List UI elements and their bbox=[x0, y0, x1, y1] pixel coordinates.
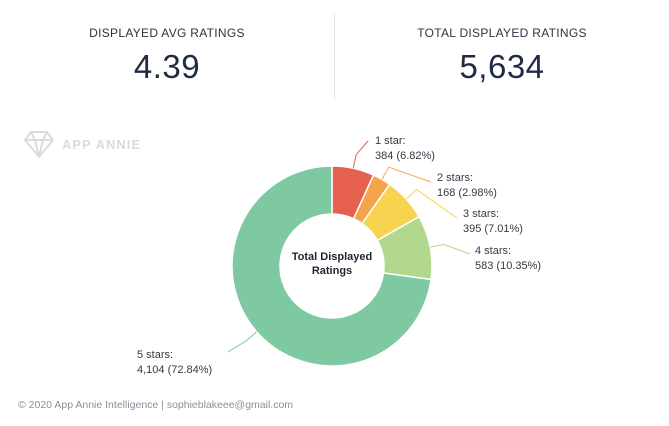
slice-label-value-4: 583 (10.35%) bbox=[475, 260, 541, 272]
slice-label-value-1: 384 (6.82%) bbox=[375, 150, 435, 162]
total-ratings-label: TOTAL DISPLAYED RATINGS bbox=[417, 26, 587, 40]
center-label-line-2: Ratings bbox=[312, 265, 352, 277]
watermark-text: APP ANNIE bbox=[62, 136, 142, 152]
diamond-logo-icon bbox=[24, 131, 54, 158]
avg-ratings-label: DISPLAYED AVG RATINGS bbox=[89, 26, 245, 40]
slice-label-value-5: 4,104 (72.84%) bbox=[137, 364, 212, 376]
slice-label-name-5: 5 stars: bbox=[137, 349, 173, 361]
leader-line-5 bbox=[227, 331, 257, 353]
avg-ratings-value: 4.39 bbox=[133, 48, 201, 85]
kpi-divider bbox=[334, 14, 335, 100]
slice-label-name-1: 1 star: bbox=[375, 135, 406, 147]
total-ratings-kpi: TOTAL DISPLAYED RATINGS 5,634 bbox=[335, 0, 669, 100]
slice-label-value-2: 168 (2.98%) bbox=[437, 187, 497, 199]
slice-label-name-4: 4 stars: bbox=[475, 245, 511, 257]
center-label-line-1: Total Displayed bbox=[292, 251, 372, 263]
avg-ratings-kpi: DISPLAYED AVG RATINGS 4.39 bbox=[0, 0, 334, 100]
slice-label-value-3: 395 (7.01%) bbox=[463, 223, 523, 235]
leader-line-1 bbox=[352, 140, 369, 169]
leader-line-4 bbox=[430, 243, 471, 255]
donut-slice-5[interactable] bbox=[231, 165, 432, 367]
slice-label-name-3: 3 stars: bbox=[463, 208, 499, 220]
app-annie-watermark: APP ANNIE bbox=[24, 130, 141, 158]
footer-copyright: © 2020 App Annie Intelligence | sophiebl… bbox=[18, 399, 294, 411]
leader-line-3 bbox=[405, 188, 458, 219]
total-ratings-value: 5,634 bbox=[459, 48, 545, 85]
slice-label-name-2: 2 stars: bbox=[437, 172, 473, 184]
leader-line-2 bbox=[381, 166, 432, 183]
